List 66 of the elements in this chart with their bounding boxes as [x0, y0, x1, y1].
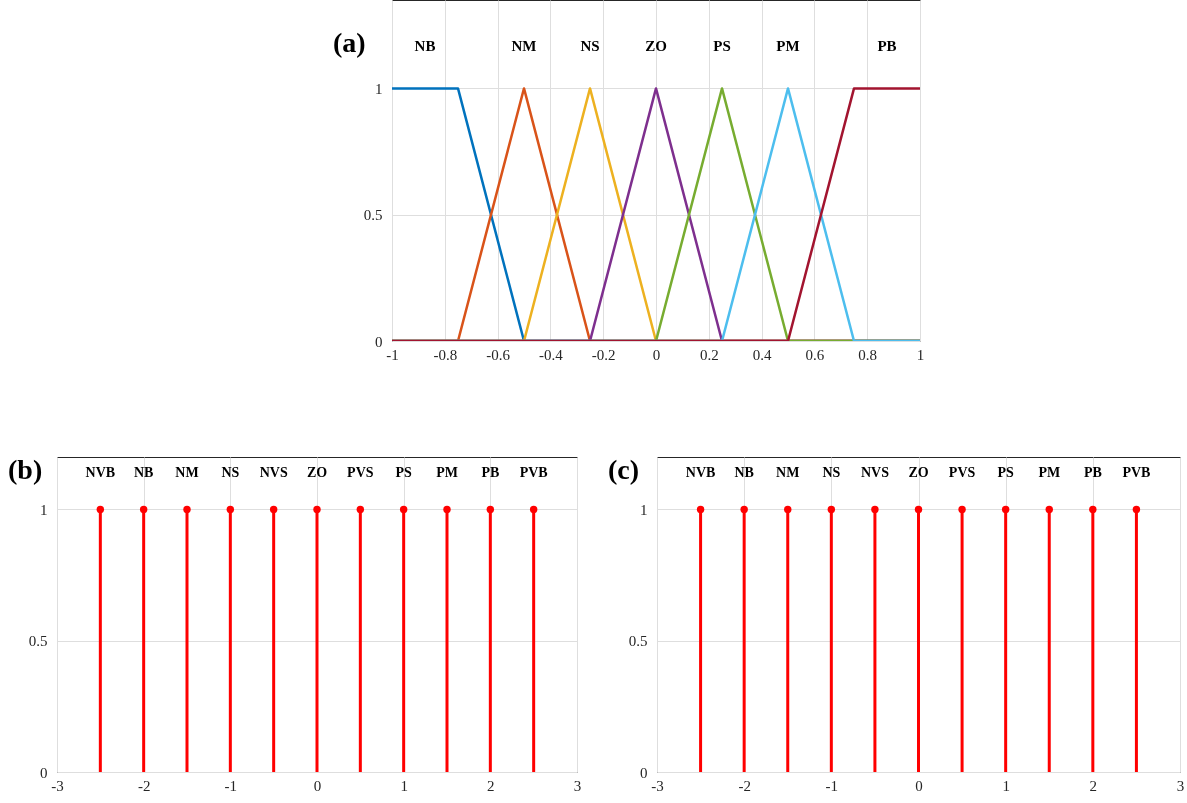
x-tick-label: 2 [487, 777, 495, 794]
text: NM [175, 464, 199, 480]
x-tick-label: 1 [1002, 777, 1010, 794]
text: NB [133, 464, 154, 480]
x-tick-label: 0.6 [805, 346, 825, 363]
x-tick-label: -1 [224, 777, 238, 794]
x-tick-label: -0.2 [591, 346, 616, 363]
text: PM [1038, 464, 1061, 480]
y-tick-label: 0.5 [628, 633, 648, 650]
text: NVS [259, 464, 288, 480]
series-label: NS [822, 464, 841, 480]
text: PB [877, 38, 897, 55]
x-tick-label: 1 [916, 346, 925, 363]
x-tick-label: -2 [738, 777, 751, 794]
x-tick-label: 0 [915, 777, 923, 794]
x-tick-label: -0.4 [539, 346, 564, 363]
x-tick-label: -3 [51, 777, 64, 794]
text: PVB [519, 464, 548, 480]
y-tick-label: 1 [640, 502, 648, 518]
text: (a) [333, 27, 366, 58]
x-tick-label: 3 [1176, 777, 1185, 794]
text: PM [436, 464, 458, 480]
text: NM [511, 38, 537, 55]
chart-title: (b) [8, 454, 43, 485]
x-tick-label: 1 [400, 777, 408, 794]
x-tick-label: 0 [652, 346, 661, 363]
text: NVB [85, 464, 116, 480]
x-tick-label: -1 [386, 346, 399, 363]
text: PM [776, 38, 800, 55]
text: PVB [1122, 464, 1151, 480]
series-label: PB [1083, 464, 1102, 480]
y-tick-label: 1 [375, 80, 383, 97]
text: PS [713, 38, 731, 55]
y-tick-label: 0.5 [363, 207, 383, 224]
x-tick-label: 0.8 [858, 346, 878, 363]
x-tick-label: -0.8 [433, 346, 458, 363]
text: PVS [347, 464, 374, 480]
x-tick-label: 0 [313, 777, 322, 794]
y-tick-label: 1 [40, 502, 48, 518]
x-tick-label: 0.4 [752, 346, 772, 363]
chart-title: (c) [608, 454, 640, 485]
series-label: PS [997, 464, 1015, 480]
series-label: PS [395, 464, 413, 480]
x-tick-label: -1 [825, 777, 839, 794]
y-tick-label: 0 [640, 764, 648, 781]
text: NVB [685, 464, 716, 480]
text: NB [414, 38, 436, 55]
y-tick-label: 0 [40, 764, 48, 781]
series-label: NS [221, 464, 240, 480]
y-tick-label: 0.5 [28, 633, 48, 650]
y-tick-label: 0 [375, 333, 383, 350]
x-tick-label: -3 [651, 777, 664, 794]
text: ZO [645, 38, 667, 55]
series-label: PB [481, 464, 500, 480]
text: PVS [948, 464, 976, 480]
text: NVS [860, 464, 890, 480]
x-tick-label: 0.2 [699, 346, 719, 363]
x-tick-label: -0.6 [486, 346, 511, 363]
text: NM [776, 464, 800, 480]
x-tick-label: 2 [1089, 777, 1098, 794]
x-tick-label: -2 [137, 777, 151, 794]
x-tick-label: 3 [573, 777, 582, 794]
text: ZO [306, 464, 328, 480]
text: NS [580, 38, 600, 55]
text: ZO [908, 464, 929, 480]
text: NB [734, 464, 754, 480]
